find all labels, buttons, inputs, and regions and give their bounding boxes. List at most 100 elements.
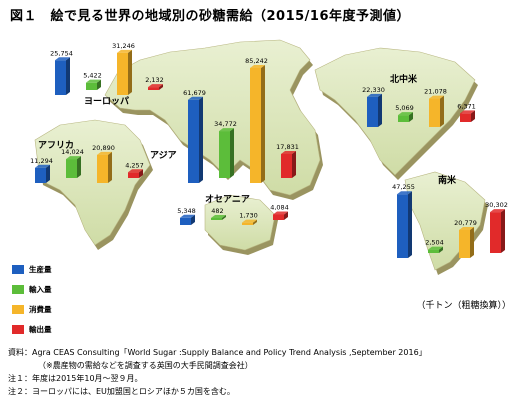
bar-side <box>501 209 505 253</box>
value-label-africa-export: 4,257 <box>125 161 144 169</box>
legend-swatch-consumption <box>12 305 24 314</box>
bar-side <box>66 57 70 95</box>
bar-side <box>222 215 226 220</box>
legend-label-export: 輸出量 <box>29 325 52 334</box>
bar-top <box>367 93 382 97</box>
region-label-africa: アフリカ <box>38 140 74 151</box>
value-label-europe-import: 5,422 <box>83 72 102 80</box>
bar-top <box>460 110 475 114</box>
bar-front <box>281 153 292 178</box>
value-label-asia-export: 17,831 <box>276 143 299 151</box>
bar-oceania-export <box>273 211 288 220</box>
value-label-south-america-export: 30,302 <box>485 201 508 209</box>
bar-top <box>66 156 81 160</box>
bar-front <box>188 99 199 183</box>
bar-side <box>284 211 288 220</box>
bar-europe-export <box>148 84 163 90</box>
bar-side <box>139 169 143 178</box>
value-label-asia-production: 61,679 <box>183 89 206 97</box>
note-1: 注１：年度は2015年10月～翌９月。 <box>8 374 143 383</box>
bar-top <box>398 112 413 116</box>
bar-front <box>398 115 409 122</box>
bar-top <box>490 209 505 213</box>
bar-side <box>470 226 474 258</box>
bar-front <box>367 96 378 127</box>
bar-top <box>97 151 112 155</box>
bar-side <box>440 95 444 127</box>
bar-side <box>46 164 50 183</box>
legend-label-production: 生産量 <box>29 265 52 274</box>
legend-label-consumption: 消費量 <box>29 305 52 314</box>
value-label-oceania-import: 482 <box>211 207 223 215</box>
bar-top <box>86 79 101 83</box>
bar-africa-export <box>128 169 143 178</box>
bar-south-america-production <box>397 191 412 258</box>
value-label-north-america-export: 6,371 <box>457 102 476 110</box>
bar-top <box>55 57 70 61</box>
value-label-europe-export: 2,132 <box>145 76 164 84</box>
legend-swatch-export <box>12 325 24 334</box>
bar-front <box>97 154 108 183</box>
bar-top <box>117 49 132 53</box>
legend-item-production: 生産量 <box>12 265 102 277</box>
bar-front <box>117 52 128 95</box>
bar-oceania-import <box>211 215 226 220</box>
region-label-south-america: 南米 <box>438 174 457 186</box>
value-label-south-america-import: 2,504 <box>425 239 444 247</box>
notes: 資料：Agra CEAS Consulting「World Sugar :Sup… <box>8 346 427 398</box>
value-label-north-america-import: 5,069 <box>395 104 414 112</box>
bar-front <box>128 172 139 178</box>
value-label-asia-consumption: 85,242 <box>245 57 268 65</box>
bar-side <box>378 93 382 127</box>
bar-south-america-export <box>490 209 505 253</box>
region-label-oceania: オセアニア <box>205 194 250 205</box>
bar-side <box>292 150 296 178</box>
bar-side <box>159 84 163 90</box>
bar-asia-production <box>188 96 203 183</box>
bar-front <box>55 60 66 95</box>
value-label-europe-consumption: 31,246 <box>112 42 135 50</box>
bar-africa-import <box>66 156 81 178</box>
bar-asia-consumption <box>250 65 265 183</box>
value-label-asia-import: 34,772 <box>214 120 237 128</box>
bar-front <box>66 159 77 178</box>
value-label-north-america-consumption: 21,078 <box>424 88 447 96</box>
bar-south-america-import <box>428 246 443 253</box>
bar-north-america-consumption <box>429 95 444 127</box>
bar-side <box>77 156 81 178</box>
bar-front <box>397 194 408 258</box>
legend-swatch-import <box>12 285 24 294</box>
bar-top <box>242 219 257 223</box>
bar-front <box>429 98 440 127</box>
bar-oceania-production <box>180 214 195 225</box>
bar-side <box>409 112 413 122</box>
region-label-north-america: 北中米 <box>390 73 418 85</box>
region-label-asia: アジア <box>150 150 177 161</box>
bar-front <box>86 82 97 90</box>
bar-north-america-export <box>460 110 475 122</box>
bar-front <box>460 113 471 122</box>
bar-top <box>211 215 226 218</box>
source-sub-note: （※農産物の需給などを調査する英国の大手民間調査会社） <box>38 361 253 370</box>
bar-north-america-production <box>367 93 382 127</box>
bar-top <box>250 65 265 68</box>
note-2: 注２：ヨーロッパには、EU加盟国とロシアほか５カ国を含む。 <box>8 387 235 396</box>
value-label-south-america-consumption: 20,779 <box>454 219 477 227</box>
bar-top <box>273 211 288 215</box>
bar-top <box>180 214 195 218</box>
bar-front <box>428 249 439 253</box>
bar-front <box>459 229 470 258</box>
region-label-europe: ヨーロッパ <box>84 95 129 107</box>
bar-africa-consumption <box>97 151 112 183</box>
value-label-africa-production: 11,294 <box>30 157 53 165</box>
bar-side <box>108 151 112 183</box>
bar-top <box>428 246 443 250</box>
bar-side <box>230 128 234 178</box>
bar-side <box>471 110 475 122</box>
bar-side <box>128 49 132 95</box>
bar-front <box>211 218 222 220</box>
source-note: 資料：Agra CEAS Consulting「World Sugar :Sup… <box>8 348 427 357</box>
bar-front <box>219 131 230 178</box>
value-label-north-america-production: 22,330 <box>362 86 385 94</box>
